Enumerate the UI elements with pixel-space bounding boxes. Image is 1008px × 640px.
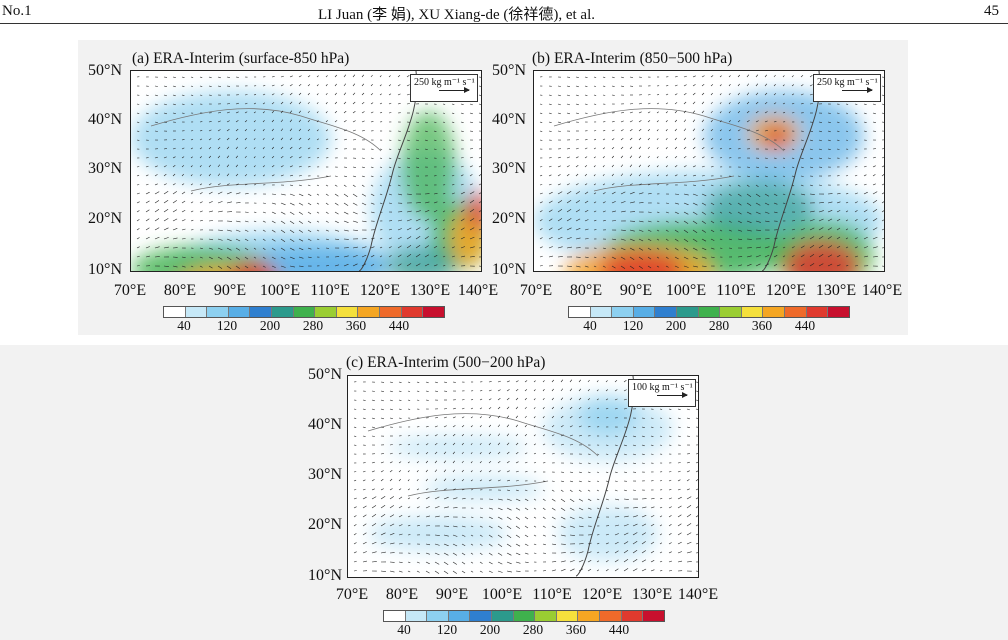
panel-c-ylabel: 20°N: [308, 516, 342, 533]
panel-a-xlabel: 130°E: [409, 282, 451, 299]
panel-b-xlabel: 80°E: [569, 282, 603, 299]
panel-b-xlabel: 120°E: [765, 282, 807, 299]
panel-a-ylabel: 40°N: [88, 111, 122, 128]
panel-b-colorbar: [568, 306, 850, 318]
panel-b-ylabel: 50°N: [492, 62, 526, 79]
panel-a-ylabel: 50°N: [88, 62, 122, 79]
colorbar-tick: 40: [397, 622, 411, 637]
panel-b-xlabel: 110°E: [716, 282, 756, 299]
panel-b-ref-vector: 250 kg m⁻¹ s⁻¹: [813, 74, 881, 102]
panel-a-ylabel: 20°N: [88, 210, 122, 227]
colorbar-tick: 440: [794, 318, 816, 333]
panel-a-field: [131, 71, 481, 271]
colorbar-tick: 360: [565, 622, 587, 637]
panel-a-xlabel: 70°E: [113, 282, 147, 299]
panel-c-ylabel: 50°N: [308, 366, 342, 383]
ref-vector-label: 100 kg m⁻¹ s⁻¹: [632, 382, 693, 393]
panel-a-colorbar: [163, 306, 445, 318]
panel-c-xlabel: 100°E: [481, 586, 523, 603]
colorbar-tick: 280: [522, 622, 544, 637]
ref-arrow-icon: [439, 87, 470, 93]
panel-c-xlabel: 110°E: [532, 586, 572, 603]
panel-a-xlabel: 110°E: [310, 282, 350, 299]
panel-a-ref-vector: 250 kg m⁻¹ s⁻¹: [410, 74, 478, 102]
panel-c-xlabel: 140°E: [677, 586, 719, 603]
panel-a-xlabel: 80°E: [163, 282, 197, 299]
panel-b-xlabel: 140°E: [861, 282, 903, 299]
colorbar-tick: 120: [436, 622, 458, 637]
panel-b-title: (b) ERA-Interim (850−500 hPa): [532, 50, 733, 67]
panel-a-xlabel: 100°E: [259, 282, 301, 299]
panel-c-xlabel: 70°E: [335, 586, 369, 603]
colorbar-tick: 360: [751, 318, 773, 333]
colorbar-tick: 200: [665, 318, 687, 333]
header-rule: [0, 23, 1008, 24]
colorbar-tick: 40: [177, 318, 191, 333]
panel-a-map: [130, 70, 482, 272]
panel-b-xlabel: 130°E: [815, 282, 857, 299]
colorbar-tick: 440: [388, 318, 410, 333]
panel-c-field: [348, 376, 698, 577]
ref-arrow-icon: [842, 87, 873, 93]
ref-arrow-icon: [657, 392, 688, 398]
colorbar-tick: 360: [345, 318, 367, 333]
running-title: LI Juan (李 娟), XU Xiang-de (徐祥德), et al.: [318, 7, 596, 23]
panel-c-ylabel: 40°N: [308, 416, 342, 433]
page-header: No.1 LI Juan (李 娟), XU Xiang-de (徐祥德), e…: [0, 0, 1008, 23]
panel-b-ylabel: 30°N: [492, 160, 526, 177]
colorbar-tick: 440: [608, 622, 630, 637]
panel-c-map: [347, 375, 699, 578]
panel-b-field: [534, 71, 884, 271]
panel-b-ylabel: 10°N: [492, 261, 526, 278]
panel-a-xlabel: 140°E: [457, 282, 499, 299]
panel-a-title: (a) ERA-Interim (surface-850 hPa): [132, 50, 350, 67]
ref-vector-label: 250 kg m⁻¹ s⁻¹: [817, 77, 878, 88]
colorbar-tick: 120: [622, 318, 644, 333]
panel-c-ylabel: 30°N: [308, 466, 342, 483]
panel-c-xlabel: 120°E: [581, 586, 623, 603]
panel-c-ref-vector: 100 kg m⁻¹ s⁻¹: [628, 379, 696, 407]
issue-number: No.1: [2, 3, 32, 19]
colorbar-tick: 40: [583, 318, 597, 333]
panel-a-xlabel: 120°E: [359, 282, 401, 299]
page-number: 45: [984, 3, 999, 19]
panel-c-xlabel: 90°E: [435, 586, 469, 603]
panel-a-xlabel: 90°E: [213, 282, 247, 299]
panel-b-ylabel: 40°N: [492, 111, 526, 128]
colorbar-tick: 200: [259, 318, 281, 333]
colorbar-tick: 280: [302, 318, 324, 333]
panel-a-ylabel: 30°N: [88, 160, 122, 177]
colorbar-tick: 280: [708, 318, 730, 333]
panel-b-xlabel: 70°E: [519, 282, 553, 299]
panel-c-xlabel: 130°E: [631, 586, 673, 603]
panel-b-map: [533, 70, 885, 272]
panel-c-xlabel: 80°E: [385, 586, 419, 603]
panel-c-title: (c) ERA-Interim (500−200 hPa): [346, 354, 546, 371]
ref-vector-label: 250 kg m⁻¹ s⁻¹: [414, 77, 475, 88]
colorbar-tick: 120: [216, 318, 238, 333]
colorbar-tick: 200: [479, 622, 501, 637]
panel-c-ylabel: 10°N: [308, 567, 342, 584]
panel-c-colorbar: [383, 610, 665, 622]
panel-b-ylabel: 20°N: [492, 210, 526, 227]
panel-a-ylabel: 10°N: [88, 261, 122, 278]
panel-b-xlabel: 100°E: [665, 282, 707, 299]
panel-b-xlabel: 90°E: [619, 282, 653, 299]
